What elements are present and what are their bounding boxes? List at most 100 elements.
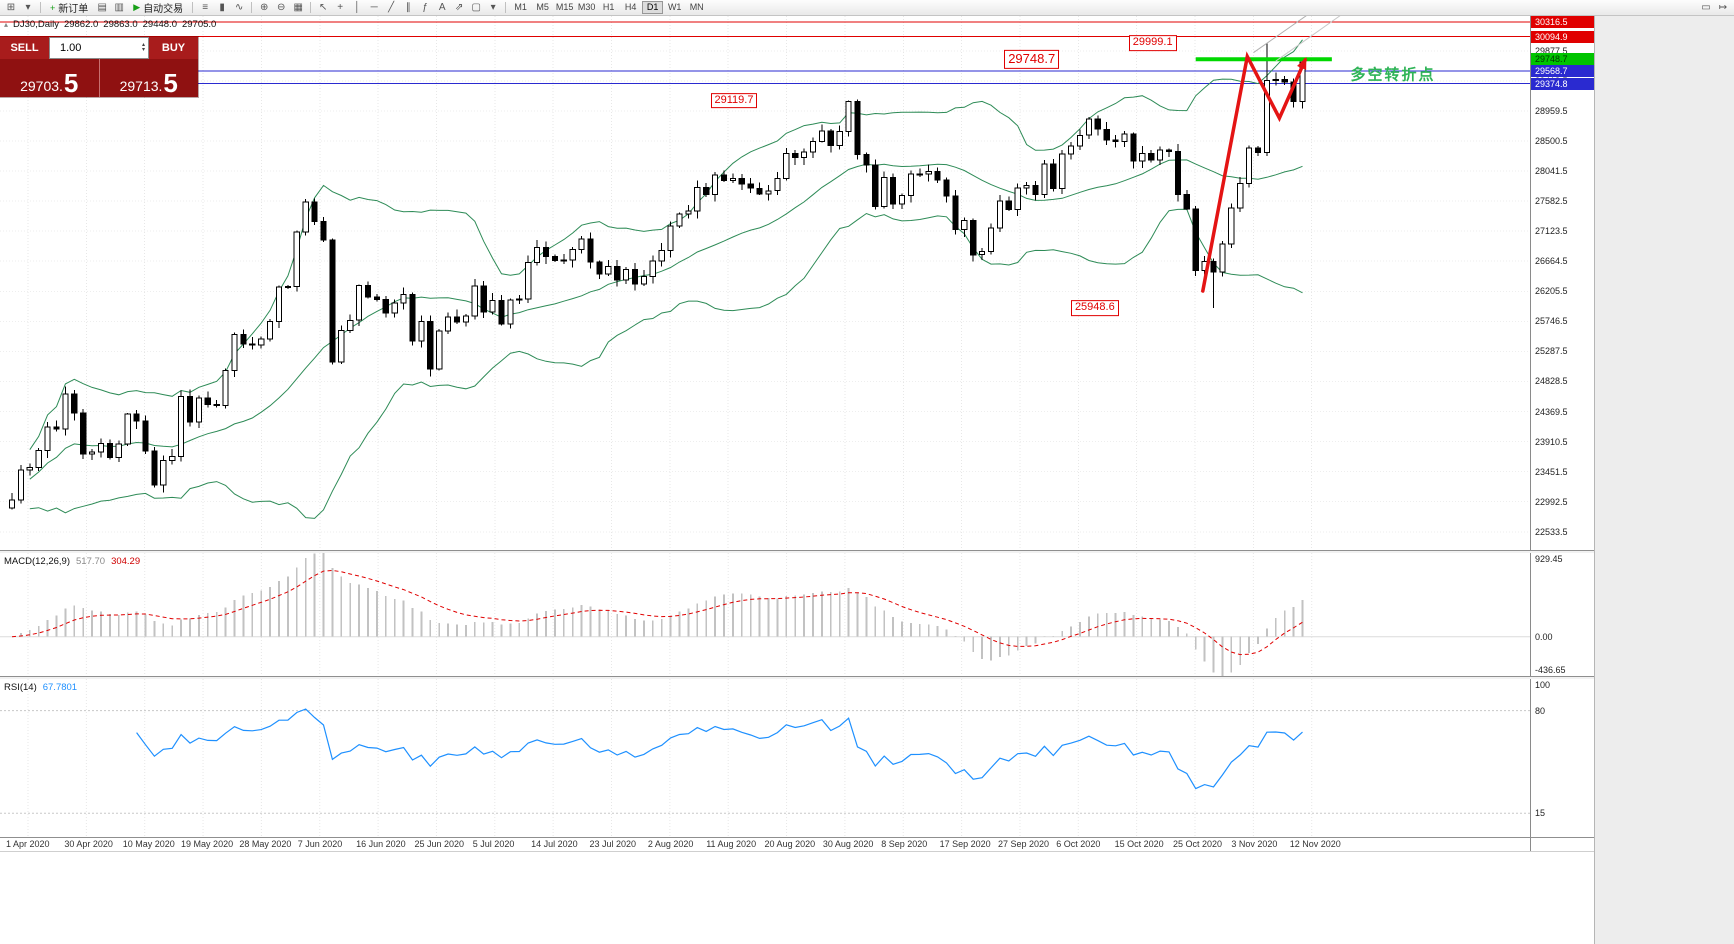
- zoom-in-icon[interactable]: ⊕: [256, 1, 272, 15]
- chart-ohlc-header: ▴ DJ30,Daily 29862.0 29863.0 29448.0 297…: [4, 19, 216, 30]
- volume-value: 1.00: [60, 42, 81, 54]
- macd-value-signal: 304.29: [111, 556, 140, 567]
- ohlc-high: 29863.0: [103, 19, 137, 30]
- date-axis-label: 1 Apr 2020: [6, 839, 50, 849]
- zoom-out-icon[interactable]: ⊖: [273, 1, 289, 15]
- candlestick-chart-icon[interactable]: ▮: [214, 1, 230, 15]
- volume-down-button[interactable]: ▾: [142, 48, 145, 53]
- timeframe-H1[interactable]: H1: [598, 1, 619, 14]
- date-axis-separator: [0, 837, 1594, 838]
- macd-scale-min: -436.65: [1535, 665, 1566, 675]
- new-order-button[interactable]: +新订单: [45, 1, 93, 15]
- date-axis-label: 12 Nov 2020: [1290, 839, 1341, 849]
- sell-button[interactable]: SELL: [0, 37, 49, 59]
- auto-trading-button[interactable]: ▶自动交易: [128, 1, 188, 15]
- navigator-icon[interactable]: ▥: [111, 1, 127, 15]
- rsi-level-80: 80: [1535, 706, 1545, 716]
- toolbar-separator: [192, 2, 193, 13]
- date-axis-label: 28 May 2020: [239, 839, 291, 849]
- date-axis: 1 Apr 2020 30 Apr 2020 10 May 2020 19 May 2…: [0, 839, 1530, 851]
- macd-signal-line: [12, 571, 1303, 655]
- vertical-line-icon[interactable]: │: [349, 1, 365, 15]
- macd-panel[interactable]: [0, 553, 1530, 676]
- volume-field[interactable]: 1.00 ▴ ▾: [49, 37, 149, 59]
- price-axis-label: 24369.5: [1535, 407, 1568, 417]
- sell-price[interactable]: 29703.5: [0, 59, 100, 97]
- panel-splitter[interactable]: [0, 550, 1594, 553]
- buy-price[interactable]: 29713.5: [100, 59, 199, 97]
- price-axis: 29877.529418.528959.528500.528041.527582…: [1530, 16, 1594, 852]
- auto-trading-button-icon: ▶: [133, 2, 140, 13]
- shapes-icon[interactable]: ▢: [468, 1, 484, 15]
- buy-button[interactable]: BUY: [149, 37, 198, 59]
- timeframe-M30[interactable]: M30: [576, 1, 597, 14]
- ohlc-open: 29862.0: [64, 19, 98, 30]
- date-axis-label: 27 Sep 2020: [998, 839, 1049, 849]
- new-order-button-label: 新订单: [58, 0, 88, 15]
- date-axis-label: 20 Aug 2020: [765, 839, 816, 849]
- candlestick-series: [9, 43, 1305, 510]
- macd-scale-max: 929.45: [1535, 554, 1563, 564]
- timeframe-D1[interactable]: D1: [642, 1, 663, 14]
- price-axis-tag: 29568.7: [1531, 65, 1594, 77]
- date-axis-label: 19 May 2020: [181, 839, 233, 849]
- panel-splitter[interactable]: [0, 676, 1594, 679]
- rsi-value: 67.7801: [43, 682, 77, 693]
- horizontal-line-icon[interactable]: ─: [366, 1, 382, 15]
- tile-windows-icon[interactable]: ▦: [290, 1, 306, 15]
- rsi-line: [137, 709, 1303, 789]
- price-axis-label: 23451.5: [1535, 467, 1568, 477]
- new-chart-icon[interactable]: ⊞: [3, 1, 19, 15]
- toolbar-separator: [251, 2, 252, 13]
- timeframe-M15[interactable]: M15: [554, 1, 575, 14]
- date-axis-label: 5 Jul 2020: [473, 839, 515, 849]
- crosshair-icon[interactable]: +: [332, 1, 348, 15]
- date-axis-label: 15 Oct 2020: [1115, 839, 1164, 849]
- cursor-icon[interactable]: ↖: [315, 1, 331, 15]
- price-axis-label: 22992.5: [1535, 497, 1568, 507]
- date-axis-label: 30 Apr 2020: [64, 839, 113, 849]
- main-chart[interactable]: [0, 16, 1530, 550]
- price-axis-label: 23910.5: [1535, 437, 1568, 447]
- price-axis-label: 27123.5: [1535, 226, 1568, 236]
- timeframe-H4[interactable]: H4: [620, 1, 641, 14]
- empty-right-area: [1594, 16, 1734, 944]
- rsi-level-15: 15: [1535, 808, 1545, 818]
- line-chart-icon[interactable]: ∿: [231, 1, 247, 15]
- rsi-panel[interactable]: [0, 679, 1530, 837]
- ohlc-close: 29705.0: [182, 19, 216, 30]
- ohlc-low: 29448.0: [143, 19, 177, 30]
- toolbar-separator: [505, 2, 506, 13]
- arrow-object-icon[interactable]: ⇗: [451, 1, 467, 15]
- timeframe-W1[interactable]: W1: [664, 1, 685, 14]
- toolbar-separator: [310, 2, 311, 13]
- macd-histogram: [12, 553, 1303, 676]
- timeframe-M1[interactable]: M1: [510, 1, 531, 14]
- price-axis-label: 26664.5: [1535, 256, 1568, 266]
- price-axis-label: 25746.5: [1535, 316, 1568, 326]
- date-axis-label: 8 Sep 2020: [881, 839, 927, 849]
- date-axis-label: 11 Aug 2020: [706, 839, 756, 849]
- chart-profiles-icon[interactable]: ▾: [20, 1, 36, 15]
- timeframe-M5[interactable]: M5: [532, 1, 553, 14]
- equidistant-channel-icon[interactable]: ∥: [400, 1, 416, 15]
- auto-scroll-icon[interactable]: ↦: [1715, 1, 1731, 15]
- price-axis-tag: 30316.5: [1531, 16, 1594, 28]
- market-watch-icon[interactable]: ▤: [94, 1, 110, 15]
- oneclick-toggle-icon[interactable]: ▴: [4, 20, 8, 29]
- objects-dropdown-icon[interactable]: ▾: [485, 1, 501, 15]
- trendline-icon[interactable]: ╱: [383, 1, 399, 15]
- new-order-button-icon: +: [50, 3, 55, 13]
- date-axis-label: 2 Aug 2020: [648, 839, 694, 849]
- date-axis-label: 10 May 2020: [123, 839, 175, 849]
- macd-value-main: 517.70: [76, 556, 105, 567]
- chart-shift-icon[interactable]: ▭: [1698, 1, 1714, 15]
- price-axis-label: 24828.5: [1535, 376, 1568, 386]
- mt4-window: ⊞▾+新订单▤▥▶自动交易≡▮∿⊕⊖▦↖+│─╱∥ƒA⇗▢▾M1M5M15M30…: [0, 0, 1734, 944]
- timeframe-MN[interactable]: MN: [686, 1, 707, 14]
- text-label-icon[interactable]: A: [434, 1, 450, 15]
- bar-chart-icon[interactable]: ≡: [197, 1, 213, 15]
- date-axis-label: 16 Jun 2020: [356, 839, 406, 849]
- fibonacci-icon[interactable]: ƒ: [417, 1, 433, 15]
- price-axis-tag: 29748.7: [1531, 53, 1594, 65]
